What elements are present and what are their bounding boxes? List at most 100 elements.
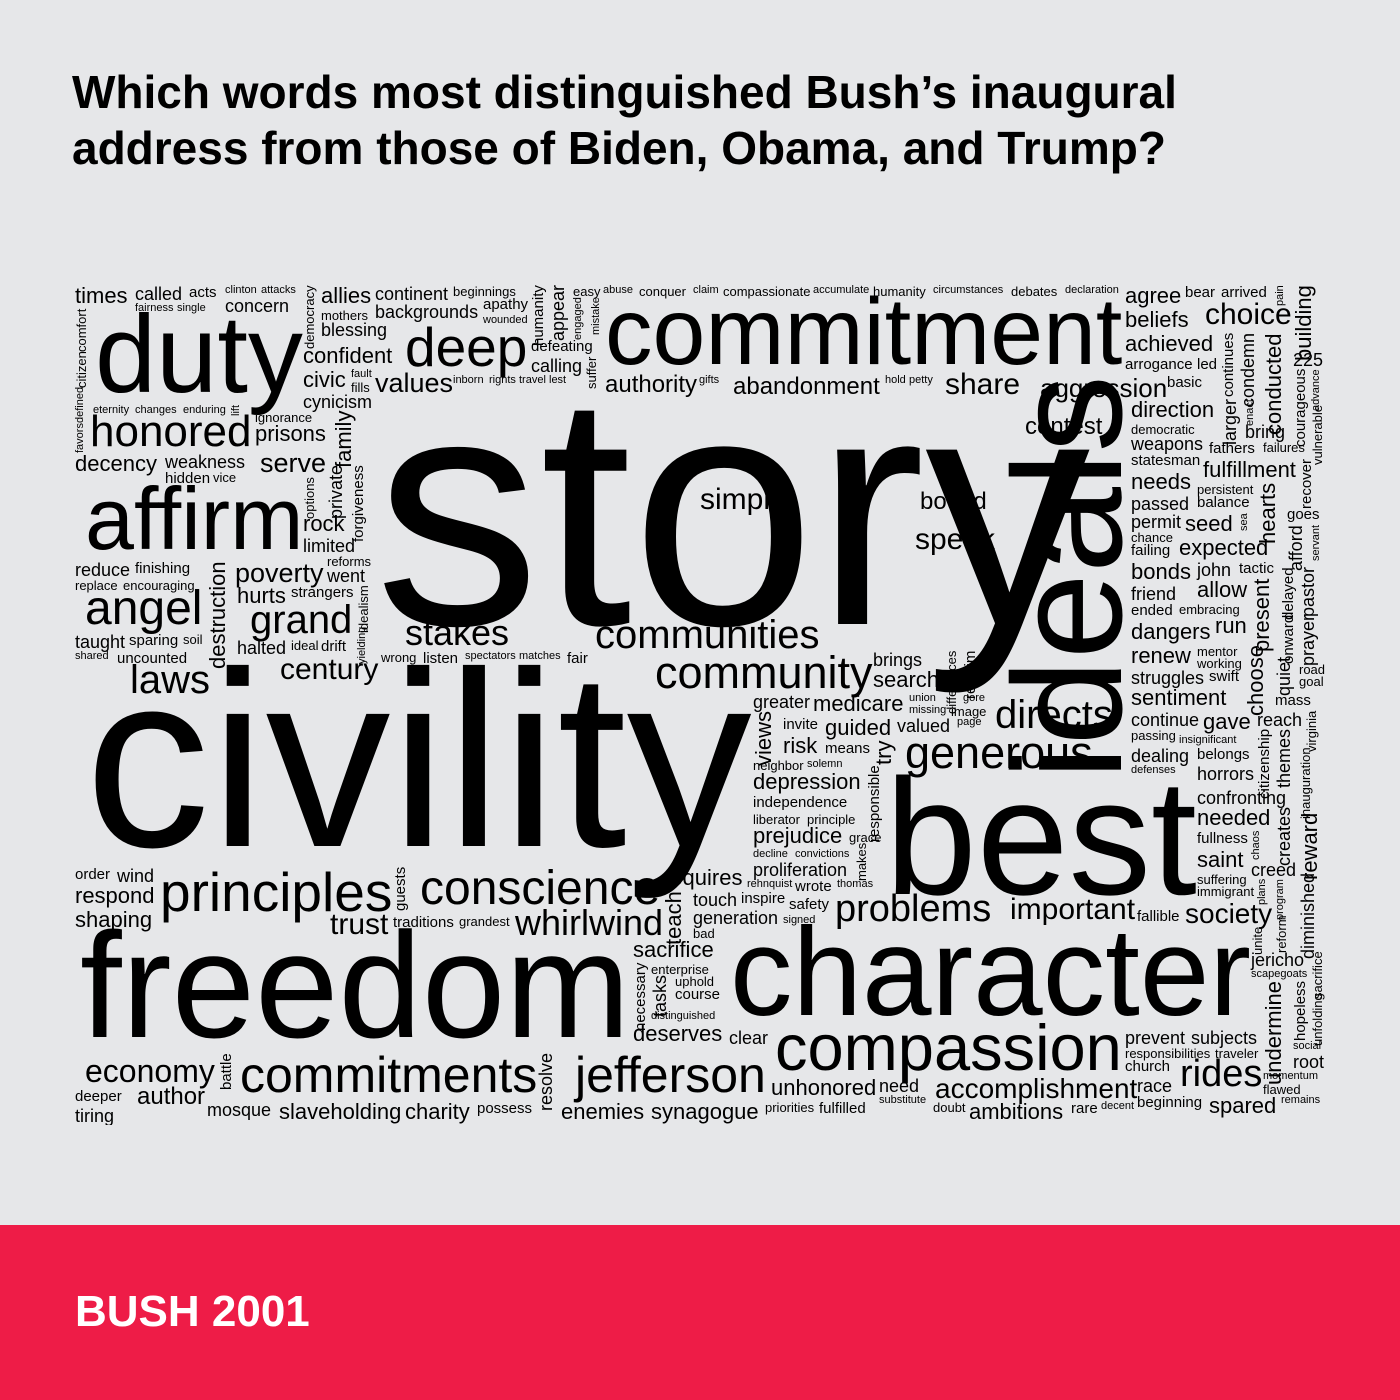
cloud-word: order [75, 866, 111, 883]
cloud-word: fulfilled [819, 1100, 866, 1117]
cloud-word: proliferation [753, 860, 848, 880]
cloud-word: choose [1243, 645, 1268, 716]
cloud-word: confident [303, 343, 393, 368]
cloud-word: sea [1238, 513, 1250, 531]
cloud-word: forgiveness [350, 465, 367, 542]
cloud-word: matches [519, 650, 561, 662]
cloud-word: persistent [1197, 482, 1254, 497]
cloud-word: rock [303, 511, 345, 536]
cloud-word: fault [351, 368, 372, 380]
cloud-word: bonds [1131, 559, 1191, 584]
cloud-word: priorities [765, 1100, 815, 1115]
cloud-word: servant [1310, 524, 1322, 561]
cloud-word: social [1293, 1040, 1322, 1052]
cloud-word: guided [825, 715, 892, 740]
footer-banner: BUSH 2001 [0, 1225, 1400, 1400]
cloud-word: replace [75, 578, 118, 593]
cloud-word: medicare [813, 691, 904, 716]
cloud-word: weakness [165, 452, 246, 472]
cloud-word: run [1215, 613, 1247, 638]
cloud-word: civic [303, 367, 346, 392]
cloud-word: strangers [291, 584, 354, 601]
cloud-word: ideal [291, 638, 319, 653]
cloud-word: jericho [1251, 950, 1305, 970]
cloud-word: blessing [321, 320, 388, 340]
cloud-word: creates [1274, 806, 1294, 866]
cloud-word: fulfillment [1203, 457, 1296, 482]
cloud-word: drift [321, 638, 347, 655]
cloud-word: deep [405, 316, 528, 378]
cloud-word: larger [1220, 398, 1240, 445]
cloud-word: missing [909, 704, 947, 716]
cloud-word: mentor [1197, 644, 1238, 659]
cloud-word: conscience [420, 862, 661, 915]
cloud-word: embracing [1179, 602, 1240, 617]
cloud-word: prejudice [753, 823, 843, 848]
cloud-word: risk [783, 733, 818, 758]
cloud-word: lest [549, 374, 567, 386]
cloud-word: rehnquist [747, 878, 793, 890]
cloud-word: race [1137, 1076, 1173, 1096]
cloud-word: expected [1179, 535, 1269, 560]
cloud-word: mass [1275, 692, 1311, 709]
cloud-word: condemn [1238, 332, 1258, 407]
cloud-word: pastor [1298, 566, 1318, 617]
cloud-word: democracy [302, 285, 317, 349]
cloud-word: courageous [1292, 368, 1309, 447]
cloud-word: hold [885, 374, 906, 386]
cloud-word: spectators [465, 650, 516, 662]
cloud-word: gore [963, 692, 986, 704]
cloud-word: inauguration [1298, 747, 1313, 819]
cloud-word: bear [1185, 285, 1216, 301]
cloud-word: convictions [795, 848, 850, 860]
cloud-word: road [1299, 662, 1325, 677]
cloud-word: needed [1197, 805, 1271, 830]
cloud-word: pain [1274, 285, 1286, 306]
cloud-word: shaping [75, 907, 153, 932]
cloud-word: whirlwind [515, 902, 664, 943]
cloud-word: synagogue [651, 1099, 759, 1124]
cloud-word: swift [1209, 668, 1239, 685]
cloud-word: democratic [1131, 422, 1195, 437]
cloud-word: present [1249, 578, 1274, 652]
cloud-word: allow [1197, 577, 1248, 602]
cloud-word: battle [218, 1053, 235, 1090]
cloud-word: economy [85, 1053, 215, 1089]
cloud-word: engaged [572, 297, 584, 340]
cloud-word: abandonment [733, 373, 880, 400]
cloud-word: wind [117, 866, 155, 886]
cloud-word: diminished [1298, 872, 1318, 959]
cloud-word: permit [1131, 512, 1182, 532]
cloud-word: hidden [165, 470, 211, 487]
cloud-word: 225 [1293, 350, 1324, 370]
cloud-word: share [945, 368, 1021, 401]
cloud-word: friend [1131, 584, 1177, 604]
cloud-word: charity [405, 1099, 470, 1124]
cloud-word: authority [605, 371, 698, 398]
cloud-word: civility [85, 620, 752, 899]
cloud-word: wrong [381, 650, 417, 665]
cloud-word: decency [75, 451, 157, 476]
cloud-word: failures [1263, 440, 1305, 455]
title-line-2: address from those of Biden, Obama, and … [72, 122, 1166, 174]
cloud-word: bad [693, 926, 715, 941]
cloud-word: course [675, 986, 721, 1003]
cloud-word: concern [225, 296, 290, 316]
cloud-word: immigrant [1197, 884, 1255, 899]
cloud-word: chaos [1250, 830, 1262, 860]
cloud-word: favors [75, 423, 86, 453]
cloud-word: unfolding [1310, 993, 1325, 1046]
cloud-word: safety [789, 896, 830, 913]
cloud-word: reach [1257, 710, 1303, 730]
cloud-word: subjects [1191, 1028, 1258, 1048]
cloud-word: changes [135, 404, 177, 416]
cloud-word: john [1197, 560, 1232, 580]
cloud-word: passed [1131, 494, 1190, 514]
cloud-word: defenses [1131, 764, 1176, 776]
cloud-word: failing [1131, 542, 1171, 559]
cloud-word: reform [1274, 915, 1289, 953]
cloud-word: citizen [75, 351, 89, 388]
cloud-word: led [1197, 356, 1218, 373]
cloud-word: soil [183, 632, 203, 647]
cloud-word: passing [1131, 728, 1176, 743]
